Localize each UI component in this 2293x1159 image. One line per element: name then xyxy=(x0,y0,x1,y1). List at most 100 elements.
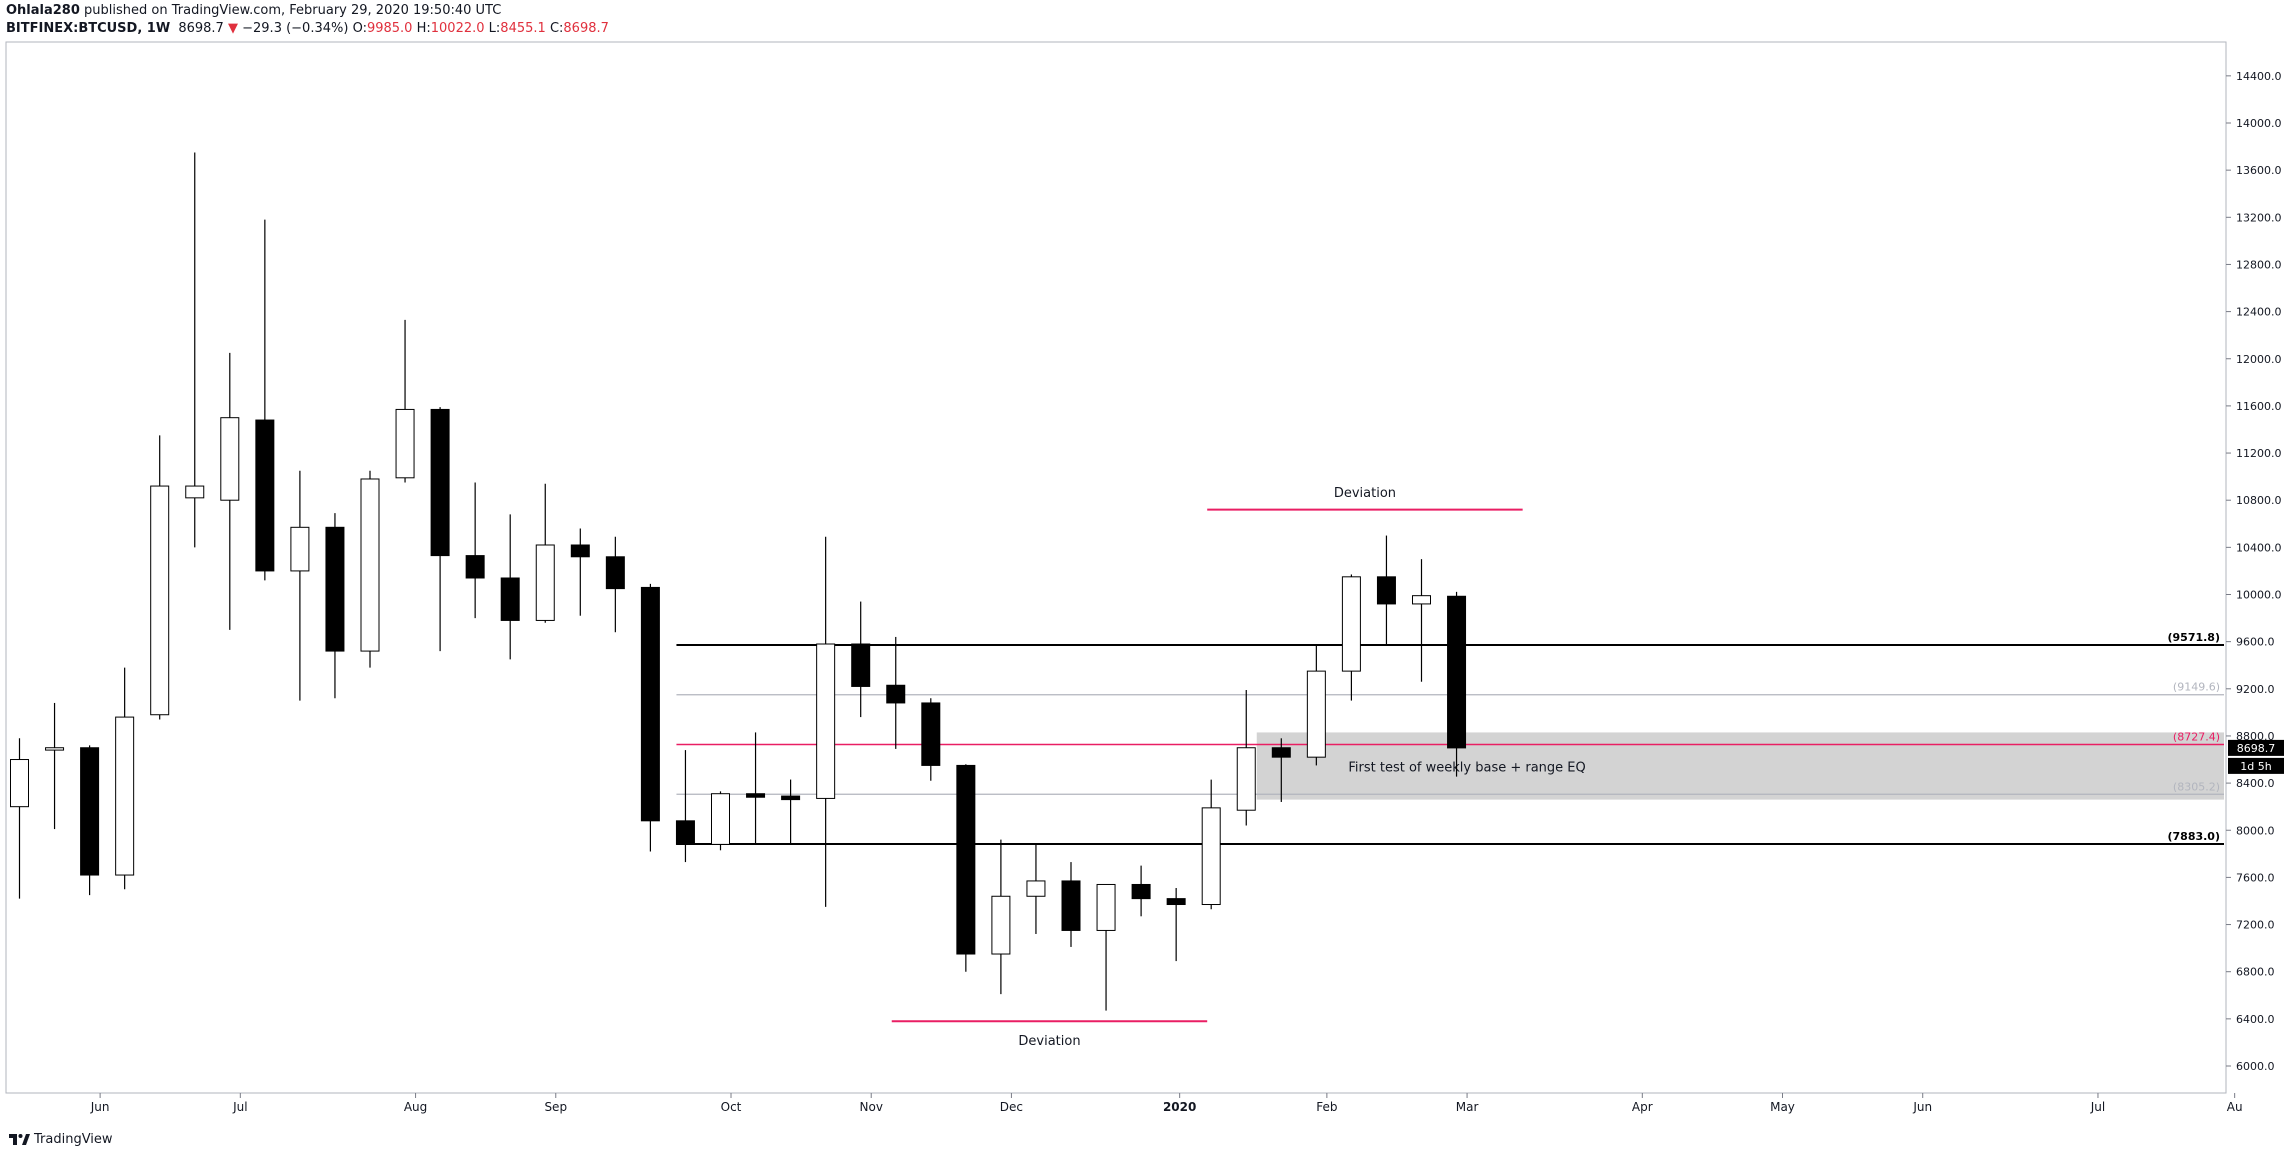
x-tick-label: Aug xyxy=(404,1100,427,1114)
candle-body xyxy=(360,478,380,652)
candle xyxy=(80,745,100,896)
candle-body xyxy=(45,747,65,751)
x-tick-label: Nov xyxy=(860,1100,883,1114)
candle-body xyxy=(115,716,135,876)
deviation-label: Deviation xyxy=(1018,1034,1080,1049)
y-tick-label: 10800.0 xyxy=(2236,494,2282,507)
x-tick-label: Jul xyxy=(2090,1100,2105,1114)
candle-body xyxy=(1306,670,1326,758)
candle-body xyxy=(290,526,310,572)
y-tick-label: 6400.0 xyxy=(2236,1013,2275,1026)
candle-body xyxy=(80,747,100,876)
candle xyxy=(150,435,170,720)
candle xyxy=(1412,559,1431,682)
countdown-label: 1d 5h xyxy=(2240,760,2271,773)
low-label: L: xyxy=(488,21,501,36)
candle-body xyxy=(465,555,485,579)
candle xyxy=(851,601,871,718)
y-tick-label: 14400.0 xyxy=(2236,70,2282,83)
candle-body xyxy=(746,793,766,798)
candle-body xyxy=(1236,747,1256,811)
candle-body xyxy=(1412,595,1431,605)
candle xyxy=(535,483,555,623)
x-tick-label: Feb xyxy=(1316,1100,1337,1114)
x-tick-label: Jun xyxy=(90,1100,110,1114)
candle-body xyxy=(781,795,801,801)
candle xyxy=(465,482,485,619)
candle-body xyxy=(255,419,275,572)
candle-body xyxy=(1026,880,1046,897)
candle-body xyxy=(1271,747,1291,758)
candle xyxy=(1376,535,1396,645)
candle xyxy=(395,319,415,483)
y-tick-label: 11200.0 xyxy=(2236,447,2282,460)
candle xyxy=(360,470,380,668)
candle xyxy=(290,470,310,701)
x-tick-label: Dec xyxy=(1000,1100,1023,1114)
high-label: H: xyxy=(416,21,431,36)
countdown-marker xyxy=(2228,757,2284,774)
high-value: 10022.0 xyxy=(430,21,485,36)
candle xyxy=(185,152,205,548)
candle-body xyxy=(1061,880,1081,931)
author-name[interactable]: Ohlala280 xyxy=(6,3,80,18)
y-tick-label: 10400.0 xyxy=(2236,541,2282,554)
close-label: C: xyxy=(549,21,564,36)
footer-brand[interactable]: TradingView xyxy=(8,1131,113,1147)
candle-body xyxy=(851,643,871,687)
x-tick-label: Au xyxy=(2227,1100,2243,1114)
candle xyxy=(1166,888,1186,962)
candle-body xyxy=(886,684,906,704)
y-tick-label: 9600.0 xyxy=(2236,636,2275,649)
candle xyxy=(921,698,941,781)
y-tick-label: 6800.0 xyxy=(2236,966,2275,979)
candle-body xyxy=(325,526,345,652)
y-tick-label: 13600.0 xyxy=(2236,164,2282,177)
y-tick-label: 6000.0 xyxy=(2236,1060,2275,1073)
x-tick-label: May xyxy=(1770,1100,1795,1114)
symbol-info-bar: BITFINEX:BTCUSD, 1W 8698.7 ▼ −29.3 (−0.3… xyxy=(6,21,609,36)
candle xyxy=(1061,862,1081,947)
candle xyxy=(1341,574,1361,701)
candle-body xyxy=(570,544,590,558)
candle-body xyxy=(395,408,415,479)
last-price-label: 8698.7 xyxy=(2237,742,2276,755)
y-tick-label: 12800.0 xyxy=(2236,258,2282,271)
level-label: (8727.4) xyxy=(2173,731,2220,744)
brand-name: TradingView xyxy=(34,1131,113,1147)
y-tick-label: 11600.0 xyxy=(2236,400,2282,413)
open-value: 9985.0 xyxy=(366,21,413,36)
y-tick-label: 9200.0 xyxy=(2236,683,2275,696)
candle xyxy=(675,750,695,863)
x-tick-label: Sep xyxy=(544,1100,567,1114)
candle-body xyxy=(430,408,450,557)
x-tick-label: Mar xyxy=(1456,1100,1479,1114)
candle xyxy=(1026,844,1046,934)
y-tick-label: 7600.0 xyxy=(2236,871,2275,884)
candle-body xyxy=(921,702,941,766)
candle xyxy=(10,738,29,899)
candle xyxy=(711,791,730,851)
candle-body xyxy=(675,820,695,845)
y-tick-label: 8400.0 xyxy=(2236,777,2275,790)
change-value: −29.3 (−0.34%) xyxy=(242,21,349,36)
candle xyxy=(500,514,520,660)
candle xyxy=(746,732,766,845)
candle xyxy=(1236,689,1256,826)
candle-body xyxy=(1096,883,1116,931)
candle xyxy=(956,764,976,972)
candle xyxy=(816,536,836,907)
x-tick-label: 2020 xyxy=(1163,1100,1196,1114)
down-triangle-icon: ▼ xyxy=(227,21,238,36)
candle xyxy=(605,536,625,633)
candle xyxy=(1131,865,1151,917)
candle-body xyxy=(711,793,730,845)
deviation-label: Deviation xyxy=(1334,486,1396,501)
candle-body xyxy=(991,895,1011,955)
candle xyxy=(220,352,240,630)
candle xyxy=(1271,738,1291,802)
x-tick-label: Jun xyxy=(1912,1100,1932,1114)
level-label: (9571.8) xyxy=(2167,631,2220,644)
y-tick-label: 8800.0 xyxy=(2236,730,2275,743)
